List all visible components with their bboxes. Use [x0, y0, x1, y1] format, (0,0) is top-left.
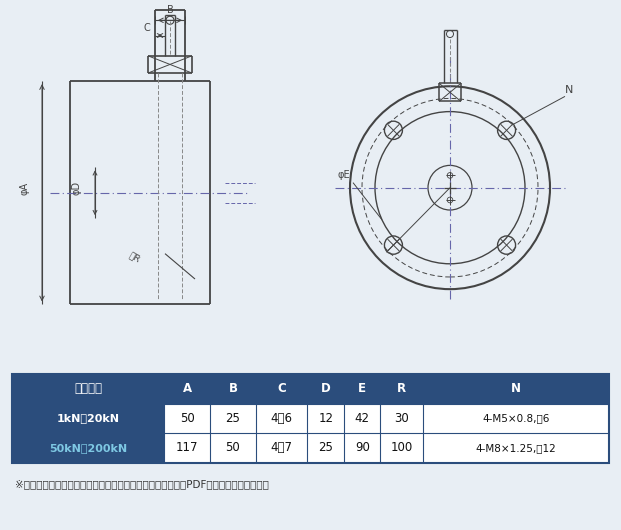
Bar	[381, 433, 423, 463]
Bar	[381, 403, 423, 433]
Text: φE: φE	[338, 170, 351, 180]
Bar	[256, 374, 307, 403]
Bar	[12, 374, 165, 403]
Text: 50: 50	[225, 441, 240, 454]
Text: 4-M8×1.25,淵12: 4-M8×1.25,淵12	[476, 443, 556, 453]
Bar	[165, 374, 210, 403]
Bar	[423, 403, 609, 433]
Bar	[344, 433, 381, 463]
Text: C: C	[143, 23, 150, 33]
Text: φA: φA	[19, 182, 29, 195]
Text: 50: 50	[180, 412, 194, 425]
Text: B: B	[166, 5, 173, 15]
Text: 定格容量: 定格容量	[75, 382, 102, 395]
Text: C: C	[277, 382, 286, 395]
Text: 4-M5×0.8,淵6: 4-M5×0.8,淵6	[483, 413, 550, 423]
Text: 4～6: 4～6	[271, 412, 292, 425]
Text: 90: 90	[355, 441, 369, 454]
Bar	[12, 403, 165, 433]
Bar	[381, 374, 423, 403]
Bar	[256, 403, 307, 433]
Bar	[210, 433, 256, 463]
Text: 球R: 球R	[128, 250, 142, 264]
Bar	[307, 433, 344, 463]
Bar	[165, 433, 210, 463]
Bar	[165, 403, 210, 433]
Text: A: A	[183, 382, 192, 395]
Text: 25: 25	[225, 412, 240, 425]
Text: N: N	[511, 382, 521, 395]
Text: 50kN～200kN: 50kN～200kN	[49, 443, 127, 453]
Bar	[12, 374, 609, 463]
Bar	[423, 433, 609, 463]
Text: 12: 12	[318, 412, 333, 425]
Text: 30: 30	[394, 412, 409, 425]
Bar	[344, 403, 381, 433]
Bar	[307, 374, 344, 403]
Text: 42: 42	[355, 412, 369, 425]
Bar	[256, 433, 307, 463]
Bar	[210, 374, 256, 403]
Text: D: D	[321, 382, 330, 395]
Bar	[12, 433, 165, 463]
Text: 117: 117	[176, 441, 199, 454]
Text: E: E	[358, 382, 366, 395]
Text: 100: 100	[391, 441, 413, 454]
Text: 4～7: 4～7	[271, 441, 292, 454]
Bar	[423, 374, 609, 403]
Text: R: R	[397, 382, 406, 395]
Text: 25: 25	[319, 441, 333, 454]
Text: B: B	[229, 382, 237, 395]
Text: φD: φD	[72, 181, 82, 195]
Text: N: N	[565, 85, 573, 95]
Bar	[344, 374, 381, 403]
Bar	[210, 403, 256, 433]
Text: ※上記の「定格容量」の容量をクリックして頂くと容量別にPDFで図が表示されます。: ※上記の「定格容量」の容量をクリックして頂くと容量別にPDFで図が表示されます。	[16, 479, 270, 489]
Text: 1kN～20kN: 1kN～20kN	[57, 413, 120, 423]
Bar	[307, 403, 344, 433]
